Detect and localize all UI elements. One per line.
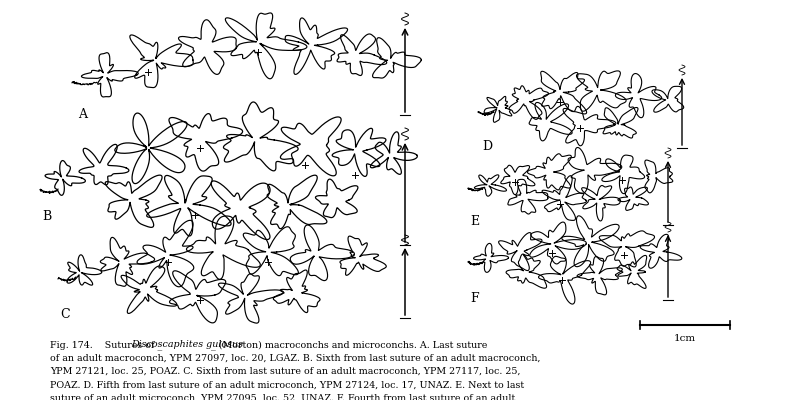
- Text: E: E: [470, 215, 479, 228]
- Text: Discoscaphites gulosus: Discoscaphites gulosus: [131, 340, 243, 349]
- Text: Fig. 174.    Sutures of _: Fig. 174. Sutures of _: [50, 340, 162, 350]
- Text: suture of an adult microconch, YPM 27095, loc. 52, UNAZ. F. Fourth from last sut: suture of an adult microconch, YPM 27095…: [50, 394, 515, 400]
- Text: _ (Morton) macroconchs and microconchs. A. Last suture: _ (Morton) macroconchs and microconchs. …: [211, 340, 488, 350]
- Text: F: F: [470, 292, 478, 305]
- Text: A: A: [78, 108, 87, 121]
- Text: YPM 27121, loc. 25, POAZ. C. Sixth from last suture of an adult macroconch, YPM : YPM 27121, loc. 25, POAZ. C. Sixth from …: [50, 367, 521, 376]
- Text: POAZ. D. Fifth from last suture of an adult microconch, YPM 27124, loc. 17, UNAZ: POAZ. D. Fifth from last suture of an ad…: [50, 380, 524, 390]
- Text: C: C: [60, 308, 70, 321]
- Text: B: B: [42, 210, 51, 223]
- Text: of an adult macroconch, YPM 27097, loc. 20, LGAZ. B. Sixth from last suture of a: of an adult macroconch, YPM 27097, loc. …: [50, 354, 541, 362]
- Text: 1cm: 1cm: [674, 334, 696, 343]
- Text: D: D: [482, 140, 492, 153]
